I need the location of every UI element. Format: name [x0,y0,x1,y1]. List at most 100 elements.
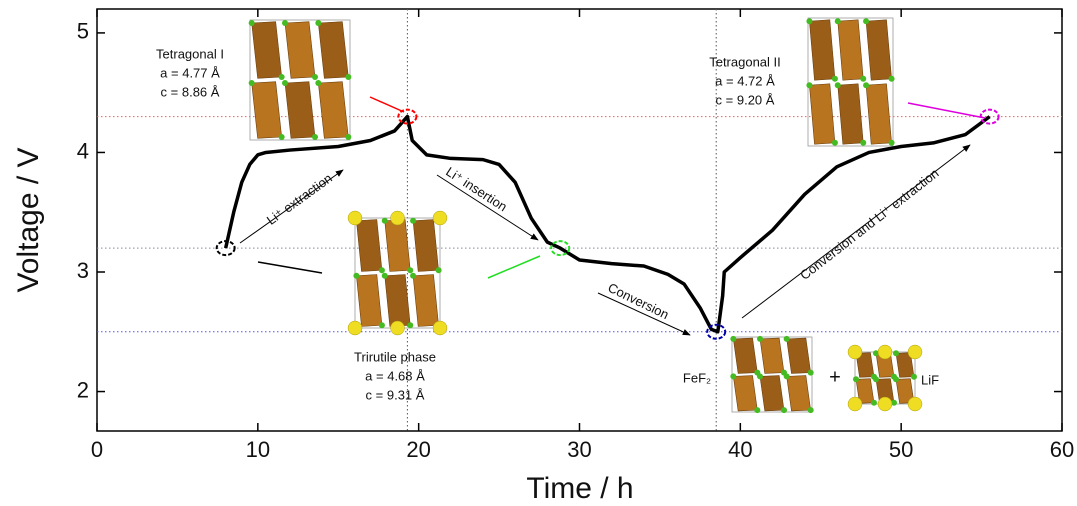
crystal-structure [347,210,448,336]
phase-lattice-a: a = 4.72 Å [715,73,775,88]
product-label: FeF₂ [683,370,711,385]
atom [315,80,322,86]
octahedron [732,337,758,374]
octahedron [251,81,282,139]
atom [911,373,917,380]
atom [435,267,442,274]
atom [871,399,877,406]
atom [907,396,923,412]
x-tick-label: 30 [567,437,591,462]
atom [378,322,385,329]
x-tick-label: 20 [406,437,430,462]
process-arrow [597,292,691,336]
atom [730,335,737,342]
atom [834,82,841,89]
atom [378,267,385,274]
atom [390,210,405,226]
atom [757,373,763,380]
phase-name: Tetragonal I [156,46,224,61]
atom [282,80,288,86]
octahedron [318,21,349,79]
x-tick-label: 60 [1050,437,1074,462]
octahedron [759,375,785,412]
atom [381,217,388,224]
atom [863,18,870,25]
octahedron [865,83,892,145]
octahedron [384,219,411,272]
atom [432,210,448,226]
octahedron [284,81,316,139]
y-tick-label: 5 [77,19,89,44]
octahedron [786,337,812,374]
atom [831,75,838,82]
pointer-line [369,96,405,113]
atom [407,267,414,274]
x-tick-label: 10 [246,437,270,462]
phase-lattice-a: a = 4.68 Å [365,368,425,383]
atom [282,20,288,26]
octahedron [318,81,349,139]
x-tick-label: 40 [728,437,752,462]
atom [410,272,417,279]
x-tick-label: 0 [91,437,103,462]
atom [834,18,841,25]
highlight-circle [550,240,571,257]
atom [730,373,737,380]
atom [278,134,285,140]
y-tick-label: 3 [77,258,89,283]
atom [806,18,813,25]
atom [853,376,859,383]
atom [754,407,761,414]
atom [831,139,838,146]
atom [873,350,879,357]
octahedron [865,19,892,81]
atom [315,20,322,26]
crystal-structure [248,19,352,141]
octahedron [356,274,383,327]
phase-name: Tetragonal II [709,54,781,69]
atom [757,335,763,342]
atom [248,20,255,26]
y-axis-title: Voltage / V [12,147,45,292]
atom [860,139,867,146]
octahedron [284,21,316,79]
unit-cell [249,19,351,141]
atom [807,407,814,414]
atom [783,335,790,342]
atom [410,217,417,224]
octahedron [412,219,439,272]
octahedron [809,83,836,145]
atom [783,373,790,380]
y-tick-label: 4 [77,138,89,163]
product-label: LiF [921,372,939,387]
octahedron [251,21,282,79]
atom [893,376,899,383]
phase-name: Trirutile phase [354,349,436,364]
phase-lattice-a: a = 4.77 Å [160,65,220,80]
octahedron [809,19,836,81]
crystal-structure [806,17,895,147]
process-arrow [239,169,344,244]
plot-frame [96,8,1063,432]
highlight-circle [397,108,418,125]
atom [847,344,863,360]
octahedron [759,337,785,374]
process-label: Li⁺ extraction [264,170,335,227]
atom [806,82,813,89]
crystal-structure [730,335,814,414]
atom [347,210,363,226]
atom [907,344,923,360]
product-label: + [829,366,841,388]
highlight-circle [215,240,236,257]
phase-lattice-c: c = 8.86 Å [161,84,220,99]
voltage-curve [223,114,991,334]
atom [312,134,318,140]
octahedron [412,274,439,327]
highlight-circle [706,323,727,340]
atom [407,322,414,329]
atom [781,407,787,414]
atom [877,344,893,360]
atom [381,272,388,279]
atom [888,139,895,146]
